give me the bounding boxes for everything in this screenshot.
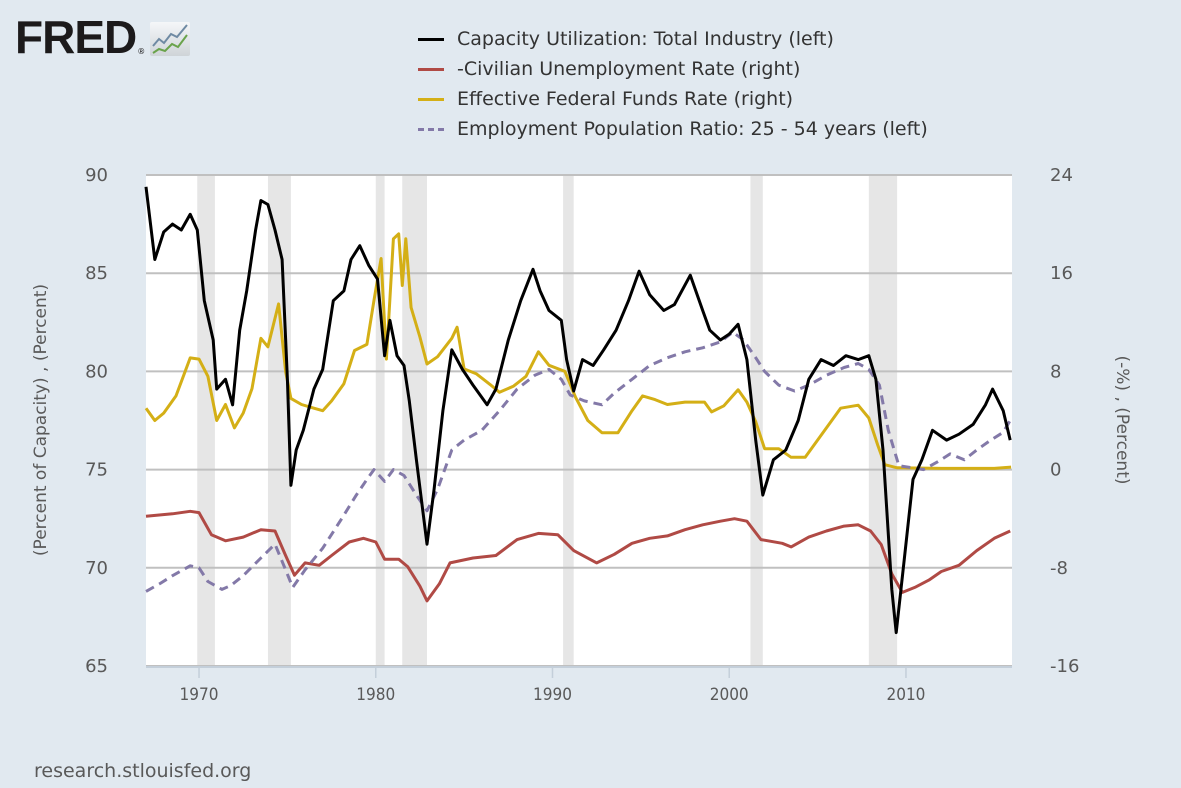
legend-label: Capacity Utilization: Total Industry (le… [457, 28, 834, 50]
recession-band [375, 175, 385, 666]
x-tick-label: 2010 [886, 685, 925, 705]
y-axis-left-label: (Percent of Capacity) , (Percent) [31, 284, 51, 556]
y-tick-label-right: -8 [1050, 558, 1068, 579]
y-tick-label-left: 75 [85, 460, 108, 481]
series-line [144, 232, 1012, 470]
legend-label: Employment Population Ratio: 25 - 54 yea… [457, 118, 928, 140]
series-lines [144, 186, 1012, 635]
y-tick-label-right: 24 [1050, 165, 1073, 186]
x-axis: 1970 1980 1990 2000 2010 [146, 666, 1012, 705]
x-tick-label: 2000 [710, 685, 749, 705]
x-tick-label: 1970 [180, 685, 219, 705]
y-tick-label-right: 16 [1050, 263, 1073, 284]
legend-item[interactable]: Effective Federal Funds Rate (right) [418, 84, 928, 114]
source-link[interactable]: research.stlouisfed.org [34, 760, 252, 782]
y-tick-label-left: 70 [85, 558, 108, 579]
y-axis-right-label: (-%) , (Percent) [1112, 356, 1132, 485]
legend-swatch [418, 127, 444, 131]
legend-swatch [418, 67, 444, 71]
y-tick-label-right: 0 [1050, 460, 1061, 481]
series-line [144, 186, 1012, 635]
legend-item[interactable]: Capacity Utilization: Total Industry (le… [418, 24, 928, 54]
legend-item[interactable]: -Civilian Unemployment Rate (right) [418, 54, 928, 84]
x-tick-label: 1980 [356, 685, 395, 705]
line-chart-icon [150, 22, 191, 56]
y-tick-label-right: -16 [1050, 656, 1079, 677]
registered-mark: ® [137, 47, 146, 56]
legend-label: Effective Federal Funds Rate (right) [457, 88, 794, 110]
series-line [145, 509, 1011, 603]
legend-swatch [418, 97, 444, 101]
y-axis-left: 65 70 75 80 85 90 [85, 165, 108, 677]
legend-label: -Civilian Unemployment Rate (right) [457, 58, 801, 80]
y-axis-right: -16 -8 0 8 16 24 [1050, 165, 1079, 677]
chart-legend: Capacity Utilization: Total Industry (le… [418, 24, 928, 144]
logo-text: FRED [15, 11, 137, 63]
recession-band [563, 175, 574, 666]
y-tick-label-left: 65 [85, 656, 108, 677]
y-tick-label-right: 8 [1050, 361, 1061, 382]
y-tick-label-left: 90 [85, 165, 108, 186]
y-tick-label-left: 85 [85, 263, 108, 284]
x-tick-label: 1990 [533, 685, 572, 705]
legend-swatch [418, 37, 444, 41]
recession-band [197, 175, 215, 666]
series-line [145, 330, 1012, 593]
fred-logo[interactable]: FRED ® [15, 11, 191, 63]
y-tick-label-left: 80 [85, 361, 108, 382]
legend-item[interactable]: Employment Population Ratio: 25 - 54 yea… [418, 114, 928, 144]
